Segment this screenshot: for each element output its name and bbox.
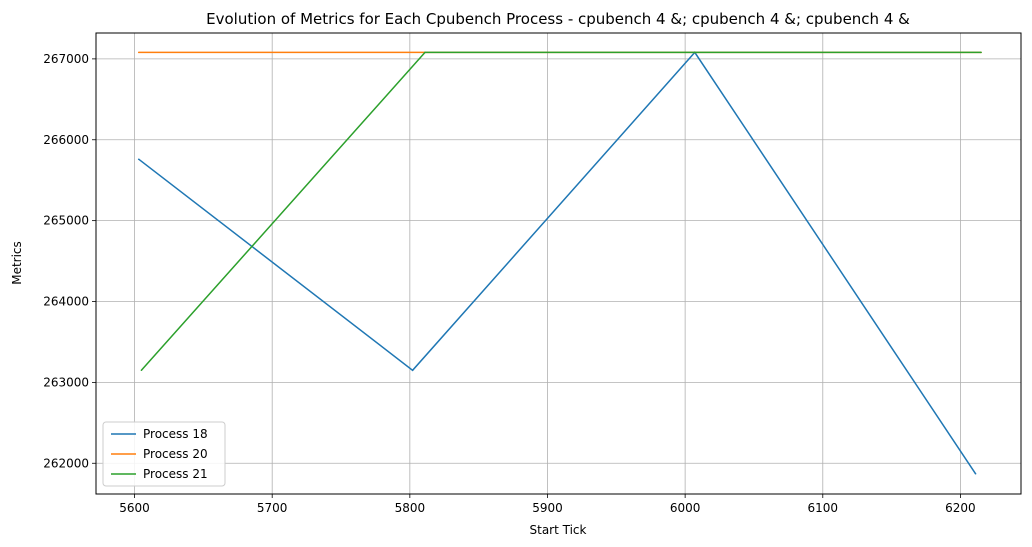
- legend-box: [102, 421, 226, 487]
- x-axis-ticks: 5600 5700 5800 5900 6000 6100 6200: [119, 494, 976, 515]
- data-point: [411, 369, 414, 372]
- chart-title: Evolution of Metrics for Each Cpubench P…: [206, 10, 910, 28]
- x-tick-label: 6000: [670, 501, 701, 515]
- y-tick-label: 266000: [43, 133, 89, 147]
- data-point: [980, 51, 982, 54]
- series-line-3: [140, 51, 982, 371]
- plot-frame: [95, 32, 1022, 495]
- legend: Process 18 Process 20 Process 21: [102, 421, 226, 487]
- y-axis-label: Metrics: [10, 241, 24, 285]
- x-tick-label: 5600: [119, 501, 150, 515]
- legend-label: Process 20: [143, 447, 208, 461]
- legend-label: Process 21: [143, 467, 208, 481]
- x-tick-label: 6100: [808, 501, 839, 515]
- x-tick-label: 6200: [945, 501, 976, 515]
- data-point: [694, 51, 696, 54]
- y-tick-label: 263000: [43, 375, 89, 389]
- x-axis-label: Start Tick: [530, 523, 587, 537]
- legend-label: Process 18: [143, 427, 208, 441]
- y-tick-label: 264000: [43, 295, 89, 309]
- series-line-1: [138, 51, 977, 475]
- data-point: [974, 473, 977, 475]
- data-point: [140, 369, 143, 372]
- grid: [96, 33, 1021, 494]
- data-point: [137, 158, 140, 160]
- y-tick-label: 262000: [43, 456, 89, 470]
- x-tick-label: 5700: [257, 501, 288, 515]
- y-tick-label: 265000: [43, 214, 89, 228]
- x-tick-label: 5900: [532, 501, 563, 515]
- data-point: [137, 51, 140, 54]
- y-axis-ticks: 262000 263000 264000 265000 266000 267000: [43, 52, 96, 470]
- series-lines: [137, 51, 982, 475]
- y-tick-label: 267000: [43, 52, 89, 66]
- data-point: [424, 51, 426, 54]
- x-tick-label: 5800: [395, 501, 426, 515]
